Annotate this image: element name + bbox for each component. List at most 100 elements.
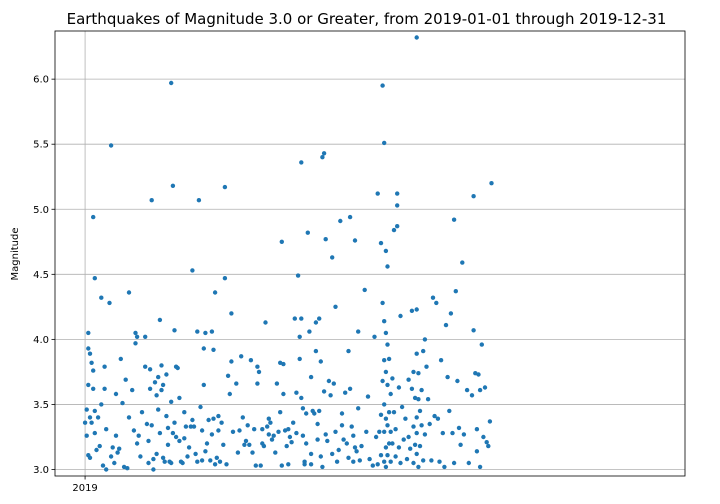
data-point [390, 441, 395, 446]
data-point [126, 290, 132, 295]
data-point [479, 342, 484, 347]
data-point [356, 329, 361, 334]
data-point [99, 295, 104, 300]
data-point [245, 423, 250, 428]
data-point [399, 404, 405, 410]
data-point [313, 320, 319, 325]
data-point [162, 459, 167, 464]
data-point [385, 453, 390, 458]
data-point [460, 260, 465, 265]
data-point [191, 424, 197, 429]
data-point [341, 437, 346, 442]
data-point [471, 328, 476, 333]
data-point [482, 385, 488, 390]
data-point [312, 411, 317, 416]
data-point [378, 453, 384, 458]
y-axis: 3.0 3.5 4.0 4.5 5.0 5.5 6.0 [33, 75, 55, 476]
data-point [201, 346, 206, 351]
data-point [320, 464, 325, 470]
data-point [87, 455, 93, 460]
data-point [412, 395, 418, 401]
data-point [193, 451, 198, 457]
data-point [201, 382, 206, 388]
y-tick-label: 6.0 [33, 75, 49, 86]
data-point [377, 429, 382, 434]
data-point [385, 264, 390, 269]
data-point [373, 434, 379, 440]
data-point [364, 429, 369, 434]
data-point [157, 317, 163, 323]
data-point [386, 410, 392, 415]
data-point [386, 441, 392, 446]
data-point [284, 443, 289, 449]
data-point [256, 369, 262, 375]
data-point [383, 445, 389, 450]
data-point [307, 329, 312, 334]
data-point [196, 198, 202, 203]
y-tick-label: 4.0 [33, 335, 49, 346]
data-point [159, 363, 164, 368]
data-point [131, 428, 137, 433]
data-point [255, 381, 260, 386]
data-point [382, 459, 387, 464]
data-point [203, 330, 208, 336]
data-point [216, 413, 221, 419]
data-point [95, 415, 101, 420]
data-point [261, 443, 267, 449]
data-point [208, 458, 213, 463]
data-point [165, 425, 171, 431]
data-point [84, 407, 89, 412]
data-point [252, 427, 257, 432]
y-tick-label: 5.0 [33, 205, 49, 216]
data-point [297, 334, 302, 339]
data-point [151, 456, 156, 462]
data-point [255, 364, 260, 369]
data-point [414, 307, 419, 312]
data-point [144, 421, 150, 427]
data-point [432, 413, 437, 419]
data-point [134, 441, 140, 446]
data-point [469, 393, 475, 398]
data-point [160, 382, 166, 388]
data-point [396, 445, 402, 450]
data-point [136, 433, 141, 438]
data-point [375, 462, 380, 467]
data-point [278, 410, 283, 415]
data-point [164, 413, 169, 419]
data-points [82, 35, 494, 472]
data-point [113, 433, 119, 438]
data-point [173, 434, 179, 440]
data-point [170, 430, 176, 436]
data-point [416, 464, 421, 470]
data-point [253, 463, 258, 468]
data-point [333, 429, 338, 434]
data-point [336, 447, 341, 453]
data-point [416, 371, 421, 376]
data-point [87, 415, 93, 420]
data-point [139, 410, 145, 415]
data-point [107, 300, 112, 306]
data-point [451, 217, 457, 222]
data-point [169, 460, 174, 466]
data-point [305, 230, 310, 235]
data-point [382, 429, 387, 434]
data-point [406, 434, 411, 440]
data-point [380, 378, 385, 384]
data-point [279, 463, 284, 468]
data-point [219, 420, 224, 425]
data-point [450, 430, 455, 436]
data-point [401, 437, 406, 442]
x-tick-label: 2019 [72, 483, 97, 494]
data-point [398, 313, 403, 319]
data-point [414, 451, 419, 457]
data-point [286, 427, 291, 432]
data-point [177, 395, 182, 401]
data-point [143, 364, 148, 369]
data-point [216, 428, 221, 433]
data-point [147, 367, 153, 372]
data-point [164, 372, 169, 377]
data-point [237, 428, 242, 433]
data-point [169, 80, 174, 86]
data-point [346, 455, 351, 460]
